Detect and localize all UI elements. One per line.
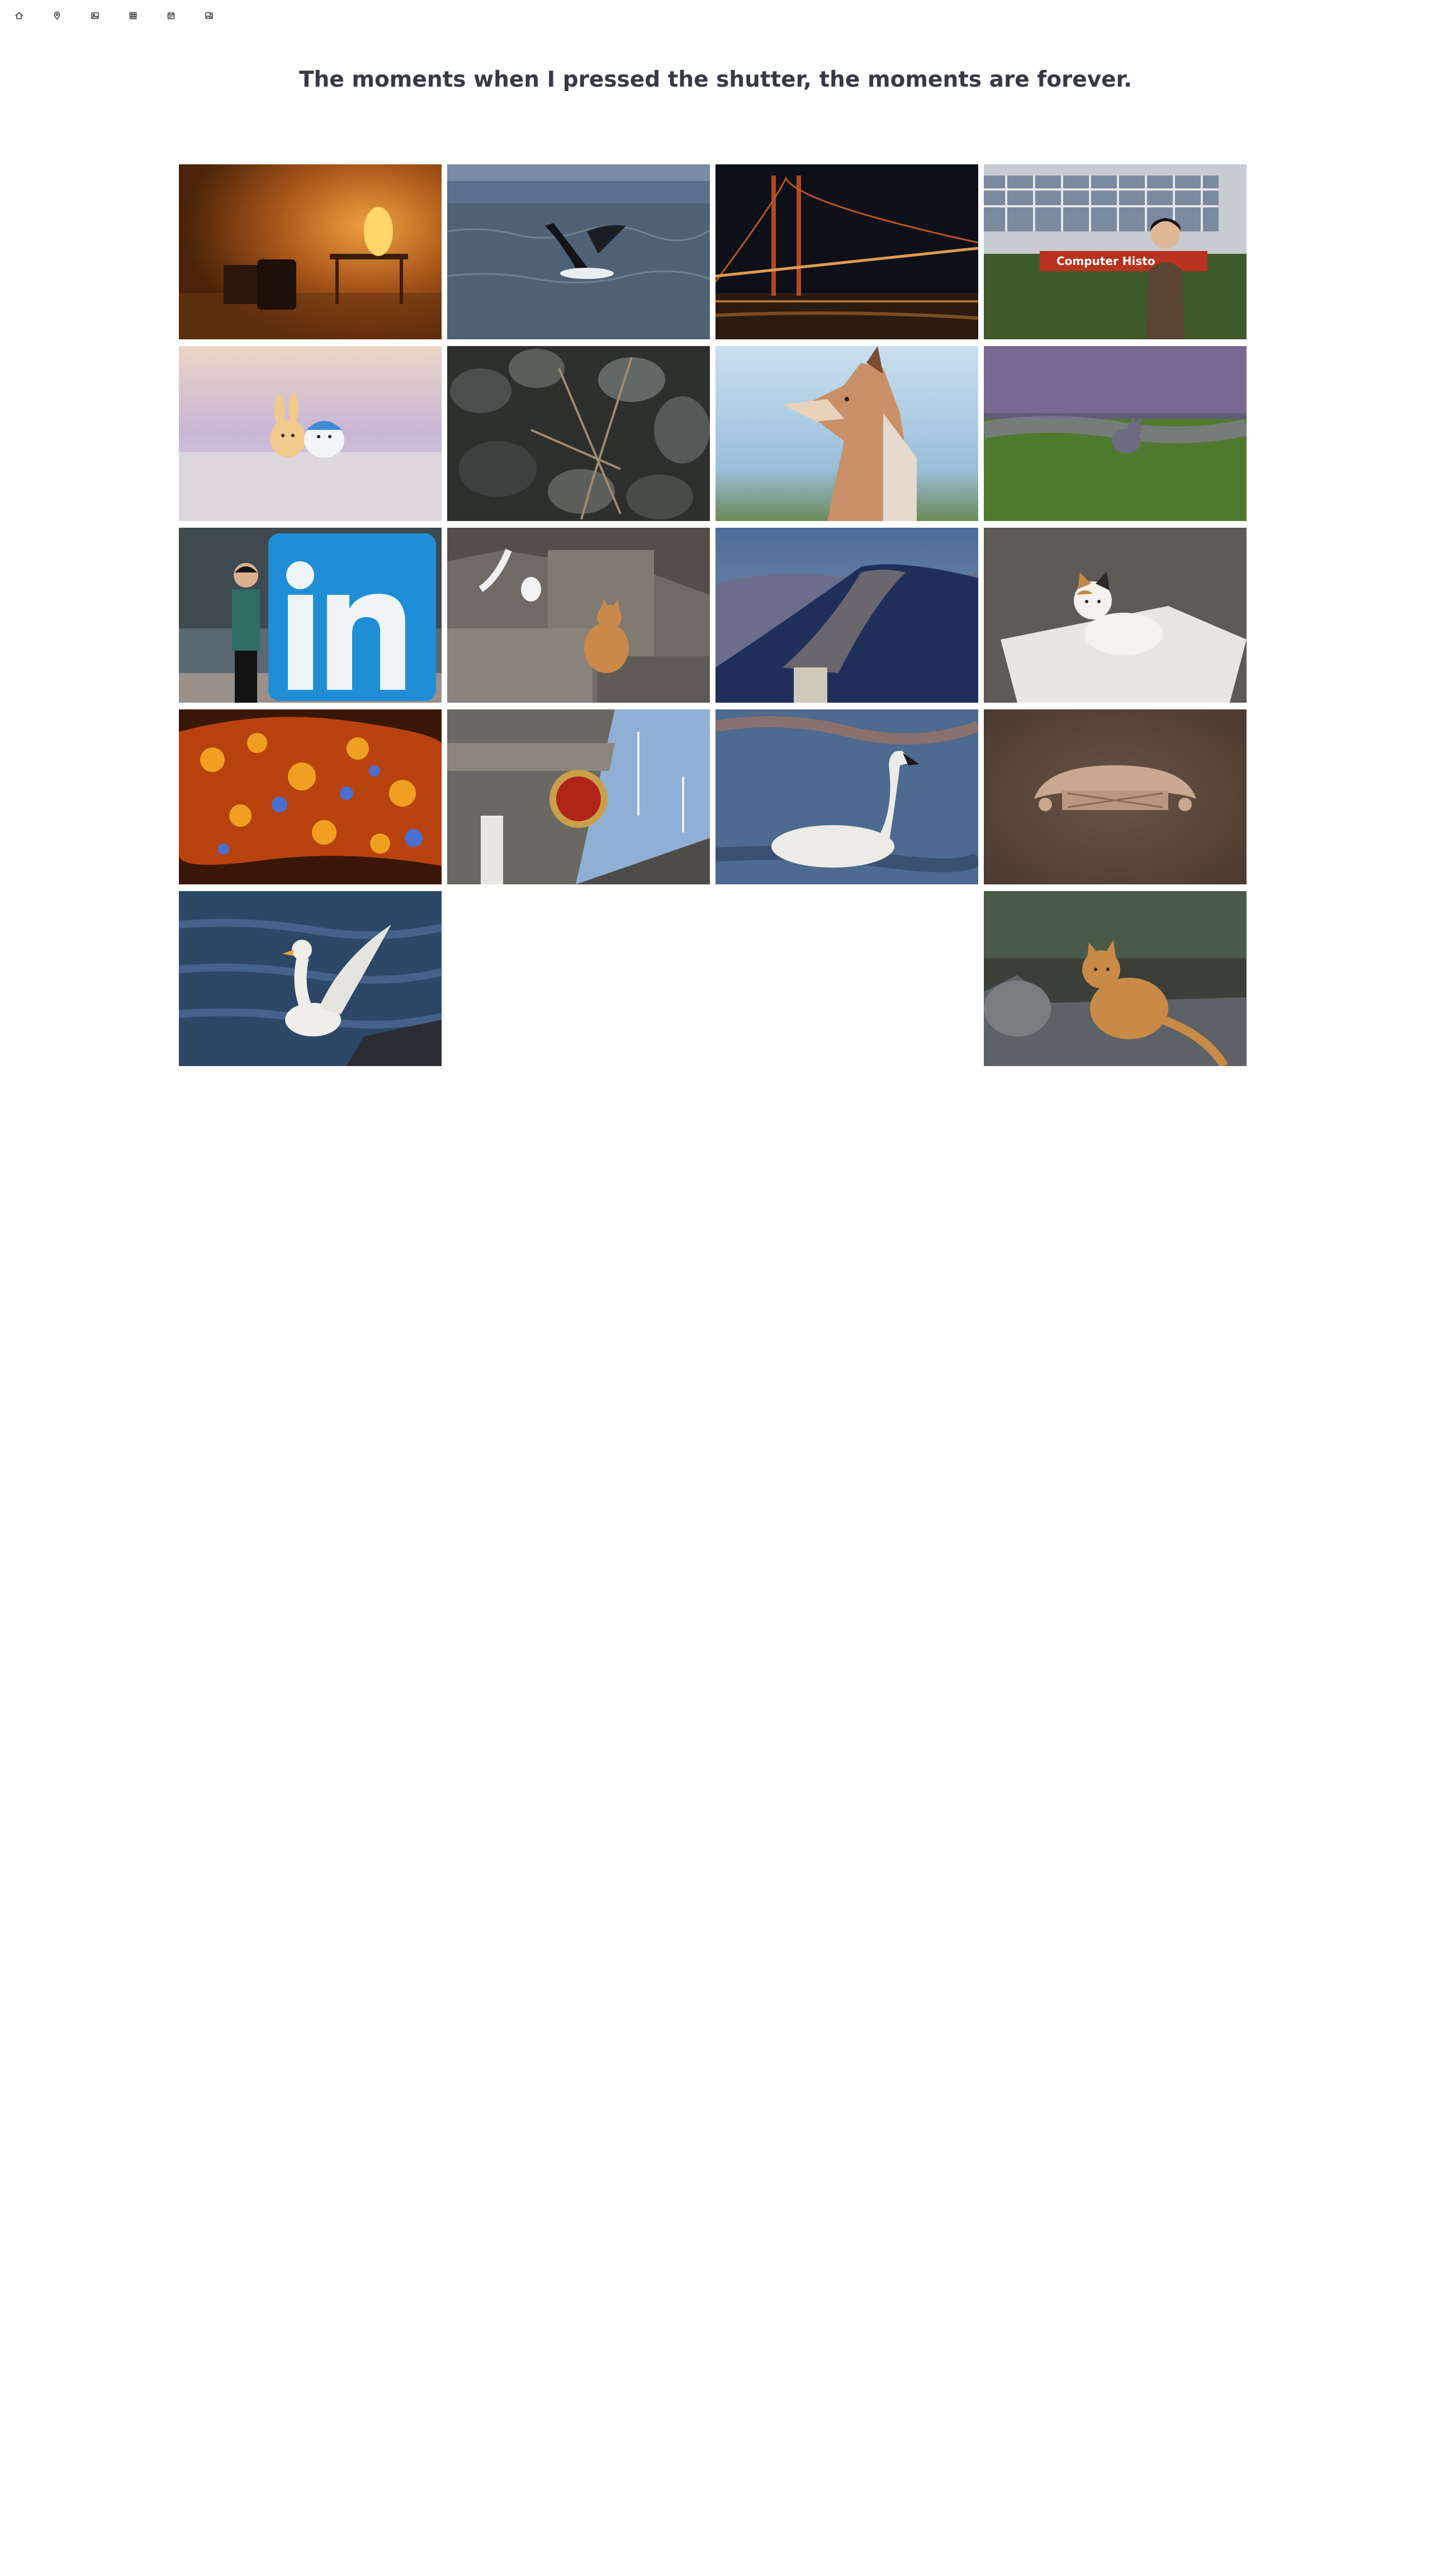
photo-linkedin-sign[interactable]: [179, 528, 442, 703]
photo-ornament[interactable]: [984, 709, 1247, 884]
photo-national-emblem[interactable]: [447, 709, 710, 884]
photo-painted-ceiling[interactable]: [179, 709, 442, 884]
photo-rocks-branches[interactable]: [447, 346, 710, 521]
photo-golden-gate-night[interactable]: [716, 164, 978, 339]
museum-sign-text: Computer Histo: [1056, 254, 1155, 268]
home-icon[interactable]: [11, 8, 27, 23]
photo-plush-toys[interactable]: [179, 346, 442, 521]
photo-mountain-landscape[interactable]: [716, 528, 978, 703]
photo-swan[interactable]: [716, 709, 978, 884]
calendar-icon[interactable]: [163, 8, 179, 23]
photo-cat-in-grass[interactable]: [984, 346, 1247, 521]
location-icon[interactable]: [49, 8, 65, 23]
photo-orange-cat[interactable]: [984, 891, 1247, 1066]
picture-icon[interactable]: [201, 8, 217, 23]
photo-whale-breach[interactable]: [447, 164, 710, 339]
photo-white-duck[interactable]: [179, 891, 442, 1066]
photo-calico-kitten[interactable]: [984, 528, 1247, 703]
photo-computer-history-museum[interactable]: Computer Histo: [984, 164, 1247, 339]
photo-lamp-room[interactable]: [179, 164, 442, 339]
photo-fox[interactable]: [716, 346, 978, 521]
image-icon[interactable]: [87, 8, 103, 23]
page-title: The moments when I pressed the shutter, …: [298, 67, 1133, 92]
grid-icon[interactable]: [125, 8, 141, 23]
top-nav: [0, 0, 239, 31]
photo-cat-on-stone[interactable]: [447, 528, 710, 703]
